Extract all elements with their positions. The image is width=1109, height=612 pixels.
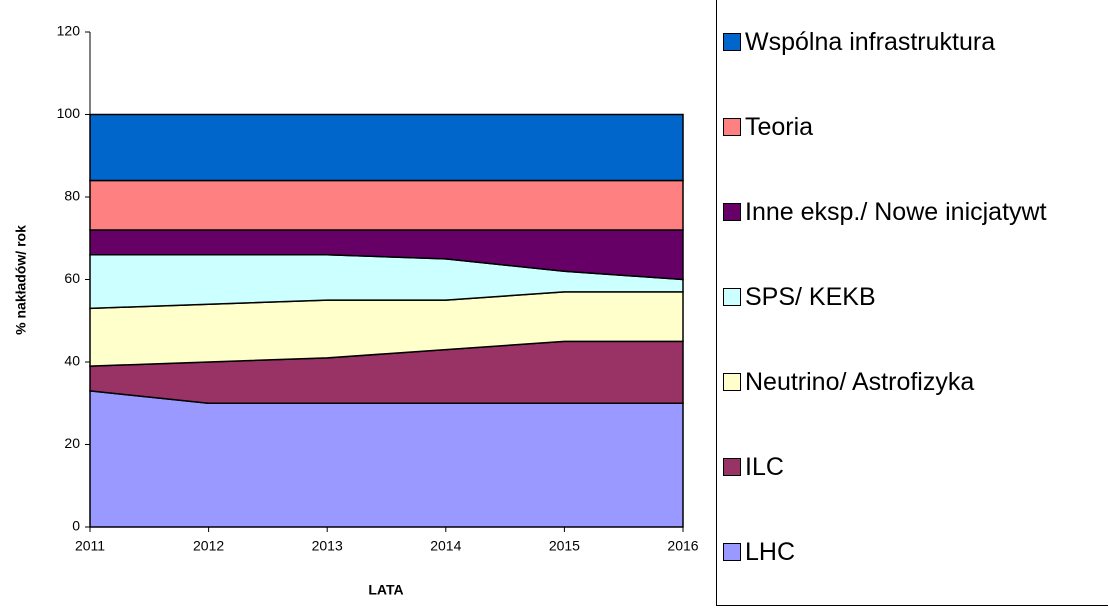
y-tick-label: 0 — [72, 518, 80, 534]
legend-entry: Neutrino/ Astrofizyka — [723, 367, 1103, 397]
legend-label: Neutrino/ Astrofizyka — [745, 368, 975, 396]
x-axis-label: LATA — [368, 582, 403, 598]
legend-swatch — [723, 33, 741, 51]
legend-swatch — [723, 203, 741, 221]
y-tick-label: 60 — [64, 270, 80, 286]
x-tick-label: 2016 — [667, 538, 698, 554]
legend-label: Wspólna infrastruktura — [745, 28, 996, 56]
legend-entry: Wspólna infrastruktura — [723, 27, 1103, 57]
y-axis-label: % nakładów/ rok — [13, 225, 29, 335]
x-tick-label: 2012 — [193, 538, 224, 554]
y-tick-label: 40 — [64, 353, 80, 369]
area — [89, 179, 684, 231]
legend: LHC ILC Neutrino/ Astrofizyka SPS/ KEKB Inne… — [716, 0, 1108, 606]
legend-entry: ILC — [723, 452, 1103, 482]
legend-swatch — [723, 118, 741, 136]
area — [89, 113, 684, 182]
legend-label: LHC — [745, 538, 796, 566]
chart: % nakładów/ rok LATA 0 20 40 60 80 100 120 2011… — [13, 23, 699, 598]
y-tick-label: 80 — [64, 188, 80, 204]
y-tick-label: 20 — [64, 435, 80, 451]
y-tick-label: 100 — [57, 105, 81, 121]
area — [89, 390, 684, 528]
legend-label: Teoria — [745, 113, 814, 141]
x-tick-label: 2014 — [430, 538, 461, 554]
legend-swatch — [723, 458, 741, 476]
legend-entry: LHC — [723, 537, 1103, 567]
legend-swatch — [723, 543, 741, 561]
x-tick-label: 2011 — [75, 538, 105, 554]
legend-swatch — [723, 288, 741, 306]
legend-entry: SPS/ KEKB — [723, 282, 1103, 312]
legend-swatch — [723, 373, 741, 391]
areas — [89, 113, 684, 528]
x-tick-label: 2015 — [549, 538, 580, 554]
legend-label: SPS/ KEKB — [745, 283, 876, 311]
legend-label: Inne eksp./ Nowe inicjatywt — [745, 198, 1047, 226]
y-tick-label: 120 — [57, 23, 81, 39]
x-tick-label: 2013 — [312, 538, 343, 554]
legend-entry: Teoria — [723, 112, 1103, 142]
legend-entry: Inne eksp./ Nowe inicjatywt — [723, 197, 1103, 227]
legend-label: ILC — [745, 453, 784, 481]
